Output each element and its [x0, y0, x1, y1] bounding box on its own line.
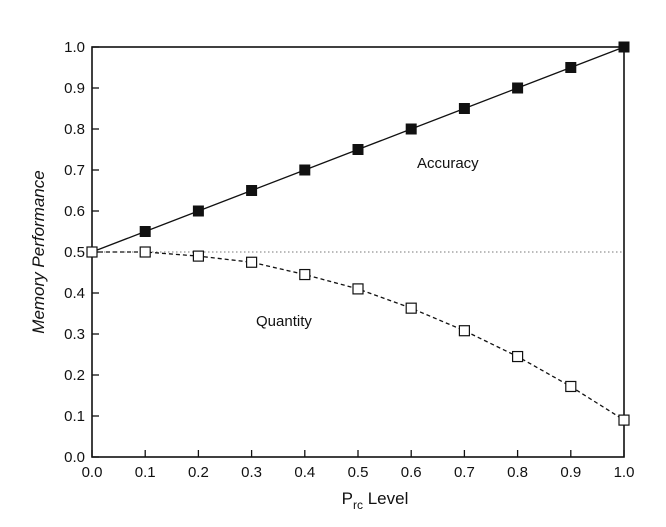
x-axis-title-main: P: [342, 489, 353, 508]
x-tick-label: 0.8: [507, 464, 528, 481]
y-tick-label: 0.7: [64, 162, 85, 179]
point-quantity: [352, 283, 364, 295]
point-accuracy: [618, 41, 630, 53]
point-accuracy: [139, 226, 151, 237]
x-axis-title: Prc Level: [342, 489, 409, 512]
point-quantity: [139, 246, 151, 258]
point-quantity: [565, 380, 577, 393]
series-line-quantity: [92, 251, 625, 421]
point-quantity: [246, 256, 258, 268]
x-tick-label: 0.5: [348, 464, 369, 481]
point-quantity: [299, 268, 311, 281]
x-tick-label: 0.3: [241, 464, 262, 481]
y-tick-label: 0.0: [64, 449, 85, 466]
point-accuracy: [458, 103, 470, 114]
series-label-quantity: Quantity: [256, 313, 312, 330]
x-tick-label: 0.6: [401, 464, 422, 481]
point-accuracy: [246, 185, 258, 196]
x-tick-label: 1.0: [614, 464, 635, 481]
point-quantity: [86, 246, 98, 258]
x-tick-label: 0.7: [454, 464, 475, 481]
x-tick-label: 0.9: [560, 464, 581, 481]
point-accuracy: [299, 164, 311, 176]
y-tick-label: 0.5: [64, 244, 85, 261]
point-accuracy: [192, 205, 204, 217]
y-tick-label: 0.2: [64, 367, 85, 384]
point-accuracy: [565, 62, 577, 73]
x-tick-label: 0.1: [135, 464, 156, 481]
series: [86, 41, 630, 426]
point-quantity: [192, 250, 204, 262]
y-tick-label: 0.9: [64, 80, 85, 97]
y-tick-label: 0.8: [64, 121, 85, 138]
point-quantity: [618, 414, 630, 426]
point-accuracy: [352, 144, 364, 155]
y-tick-label: 0.6: [64, 203, 85, 220]
y-axis-title: Memory Performance: [29, 170, 48, 333]
x-axis-title-subscript: rc: [353, 498, 363, 512]
point-quantity: [405, 302, 417, 314]
point-quantity: [458, 325, 470, 337]
series-label-accuracy: Accuracy: [417, 155, 479, 172]
y-tick-label: 0.1: [64, 408, 85, 425]
x-axis-title-suffix: Level: [363, 489, 408, 508]
point-quantity: [511, 350, 524, 363]
point-accuracy: [405, 123, 417, 135]
point-accuracy: [512, 82, 524, 94]
x-tick-label: 0.4: [294, 464, 315, 481]
x-tick-label: 0.0: [82, 464, 103, 481]
ticks: 0.0 0.1 0.2 0.3 0.4 0.5 0.6 0.7 0.8 0.9 1.0 0.0 0.1 0…: [64, 39, 634, 481]
y-tick-label: 0.3: [64, 326, 85, 343]
y-tick-label: 0.4: [64, 285, 85, 302]
y-tick-label: 1.0: [64, 39, 85, 56]
x-tick-label: 0.2: [188, 464, 209, 481]
